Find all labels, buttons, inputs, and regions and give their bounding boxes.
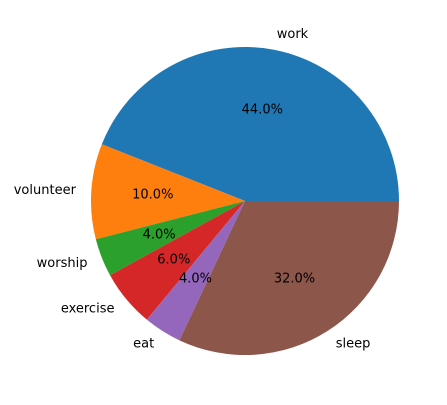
pie-slice-sleep xyxy=(179,201,399,355)
pie-percent-label-work: 44.0% xyxy=(242,103,283,118)
pie-category-label-exercise: exercise xyxy=(61,301,115,316)
pie-slice-work xyxy=(101,47,399,201)
pie-slice-exercise xyxy=(110,201,246,320)
pie-slices xyxy=(91,47,399,355)
pie-percent-label-sleep: 32.0% xyxy=(274,272,315,287)
pie-labels: 44.0% work 10.0% volunteer 4.0% worship 6.0% ex… xyxy=(14,27,371,351)
pie-category-label-eat: eat xyxy=(133,337,154,352)
pie-slice-eat xyxy=(146,201,245,341)
pie-slice-worship xyxy=(95,201,245,276)
pie-percent-label-eat: 4.0% xyxy=(179,272,212,287)
pie-category-label-work: work xyxy=(277,27,309,42)
pie-percent-label-volunteer: 10.0% xyxy=(132,188,173,203)
pie-slice-volunteer xyxy=(91,144,246,240)
pie-category-label-sleep: sleep xyxy=(336,337,371,352)
pie-percent-label-exercise: 6.0% xyxy=(157,252,190,267)
pie-category-label-volunteer: volunteer xyxy=(14,183,77,198)
pie-category-label-worship: worship xyxy=(37,256,88,271)
pie-percent-label-worship: 4.0% xyxy=(143,228,176,243)
